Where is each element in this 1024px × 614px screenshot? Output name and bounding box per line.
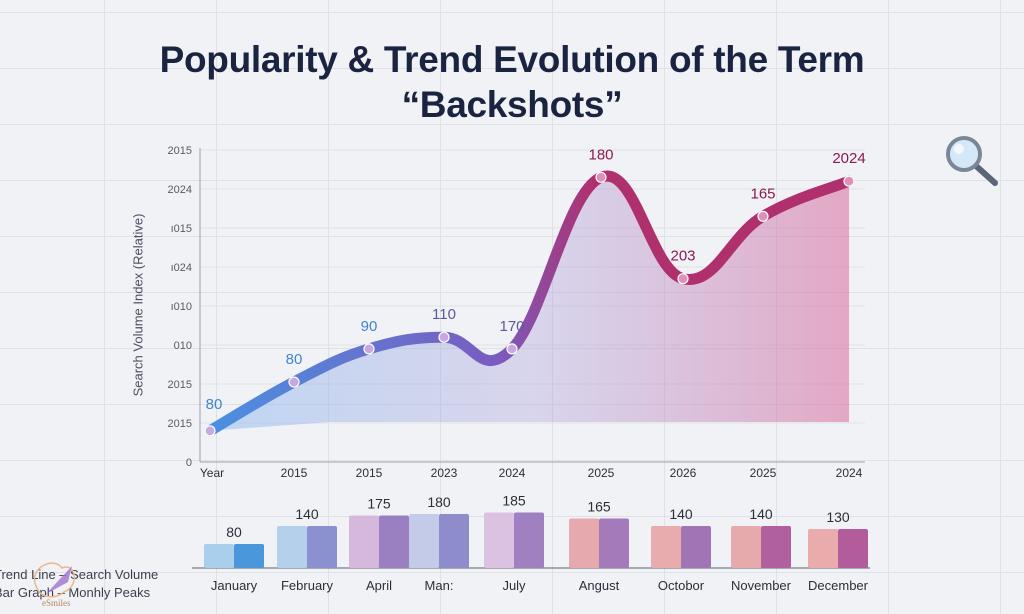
bar-category-label: July <box>502 578 526 593</box>
y-tick-label: ı015 <box>171 223 192 235</box>
bar-category-label: April <box>366 578 392 593</box>
x-tick-label: Year <box>200 466 224 480</box>
bar-right-november <box>761 526 791 568</box>
y-tick-label: ı010 <box>171 301 192 313</box>
bar-left-man: <box>409 514 439 568</box>
bar-right-december <box>838 529 868 568</box>
bar-right-february <box>307 526 337 568</box>
bar-value-label: 165 <box>587 499 611 515</box>
x-tick-label: 2023 <box>431 466 458 480</box>
data-label: 170 <box>499 318 524 335</box>
data-point <box>506 343 518 355</box>
x-tick-label: 2015 <box>356 466 383 480</box>
data-label: 90 <box>361 318 378 335</box>
bar-category-label: Man: <box>425 578 454 593</box>
bar-left-november <box>731 526 761 568</box>
bar-left-july <box>484 512 514 568</box>
bar-category-label: February <box>281 578 334 593</box>
y-tick-label: 0 <box>186 457 192 469</box>
y-tick-label: 2015 <box>168 418 192 430</box>
area-fill <box>210 176 849 431</box>
bar-left-january <box>204 544 234 568</box>
bar-category-label: December <box>808 578 869 593</box>
bar-left-february <box>277 526 307 568</box>
chart-title-line-1: Popularity & Trend Evolution of the Term <box>159 39 865 80</box>
y-tick-label: 2024 <box>168 184 192 196</box>
bar-left-octobor <box>651 526 681 568</box>
data-label: 80 <box>206 396 223 413</box>
data-label: 110 <box>432 306 456 323</box>
data-label: 165 <box>750 185 775 202</box>
x-tick-label: 2024 <box>836 466 863 480</box>
bar-right-angust <box>599 518 629 568</box>
bar-category-label: January <box>211 578 258 593</box>
bar-category-label: Octobor <box>658 578 705 593</box>
x-tick-label: 2015 <box>281 466 308 480</box>
y-tick-label: ı024 <box>171 262 192 274</box>
bar-value-label: 175 <box>367 496 391 512</box>
x-tick-label: 2026 <box>670 466 697 480</box>
bar-right-january <box>234 544 264 568</box>
trend-line <box>204 170 855 437</box>
bar-right-man: <box>439 514 469 568</box>
bar-right-octobor <box>681 526 711 568</box>
data-label: 2024 <box>832 150 865 167</box>
bar-right-july <box>514 512 544 568</box>
x-tick-label: 2025 <box>588 466 615 480</box>
data-point <box>438 331 450 343</box>
legend-line: Trend Line – Search Volume <box>0 567 159 582</box>
data-point <box>595 171 607 183</box>
bar-value-label: 185 <box>502 493 526 509</box>
data-point <box>677 273 689 285</box>
bar-left-december <box>808 529 838 568</box>
search-icon[interactable] <box>942 132 1002 193</box>
bar-value-label: 140 <box>669 506 693 522</box>
bar-value-label: 140 <box>295 506 319 522</box>
bar-value-label: 140 <box>749 506 773 522</box>
data-point <box>204 425 216 437</box>
bar-left-angust <box>569 518 599 568</box>
bar-left-april <box>349 515 379 568</box>
bar-category-label: November <box>731 578 792 593</box>
x-tick-label: 2024 <box>499 466 526 480</box>
chart-title-line-2: “Backshots” <box>401 84 623 125</box>
y-tick-label: 2015 <box>168 379 192 391</box>
bar-value-label: 80 <box>226 524 242 540</box>
data-point <box>757 210 769 222</box>
data-point <box>288 376 300 388</box>
data-label: 80 <box>286 351 303 368</box>
bar-value-label: 130 <box>826 509 850 525</box>
data-point <box>363 343 375 355</box>
bar-category-label: Angust <box>579 578 620 593</box>
data-label: 180 <box>588 146 613 163</box>
data-point <box>843 175 855 187</box>
data-label: 203 <box>670 248 695 265</box>
y-tick-label: 010 <box>174 340 192 352</box>
bar-right-april <box>379 515 409 568</box>
watermark-logo <box>28 556 80 607</box>
x-tick-label: 2025 <box>750 466 777 480</box>
bar-value-label: 180 <box>427 494 451 510</box>
y-tick-label: 2015 <box>168 145 192 157</box>
watermark-text: eSmiles <box>42 598 71 608</box>
